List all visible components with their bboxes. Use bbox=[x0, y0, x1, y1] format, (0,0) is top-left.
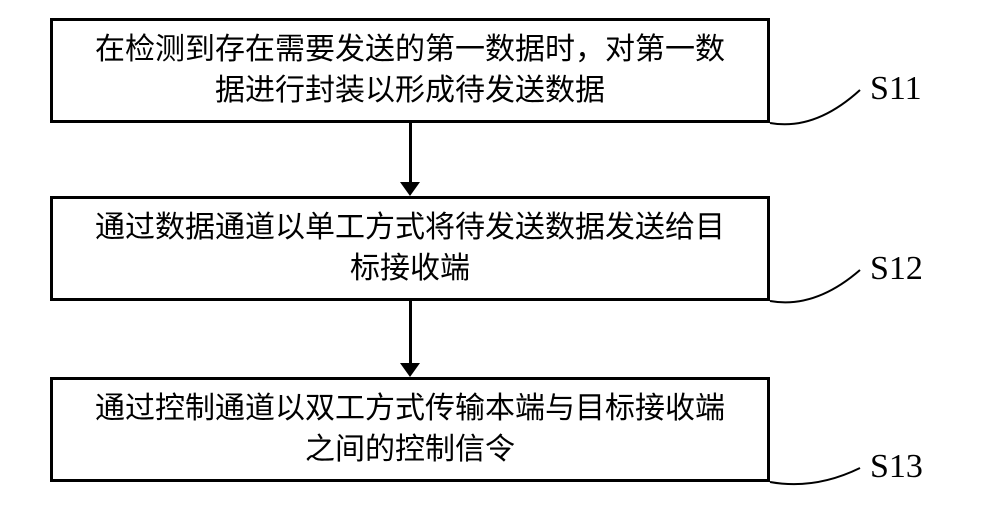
arrow-s11-s12 bbox=[409, 123, 412, 184]
flowchart-canvas: 在检测到存在需要发送的第一数据时，对第一数据进行封装以形成待发送数据 S11 通… bbox=[0, 0, 1000, 527]
step-box-s12: 通过数据通道以单工方式将待发送数据发送给目标接收端 bbox=[50, 196, 770, 301]
arrowhead-s11-s12 bbox=[400, 182, 420, 196]
step-text: 在检测到存在需要发送的第一数据时，对第一数据进行封装以形成待发送数据 bbox=[83, 30, 737, 111]
step-label-s12: S12 bbox=[870, 250, 923, 288]
step-box-s13: 通过控制通道以双工方式传输本端与目标接收端之间的控制信令 bbox=[50, 377, 770, 482]
step-box-s11: 在检测到存在需要发送的第一数据时，对第一数据进行封装以形成待发送数据 bbox=[50, 18, 770, 123]
step-label-s13: S13 bbox=[870, 448, 923, 486]
arrow-s12-s13 bbox=[409, 301, 412, 365]
step-text: 通过控制通道以双工方式传输本端与目标接收端之间的控制信令 bbox=[83, 389, 737, 470]
step-text: 通过数据通道以单工方式将待发送数据发送给目标接收端 bbox=[83, 208, 737, 289]
step-label-s11: S11 bbox=[870, 70, 922, 108]
arrowhead-s12-s13 bbox=[400, 363, 420, 377]
